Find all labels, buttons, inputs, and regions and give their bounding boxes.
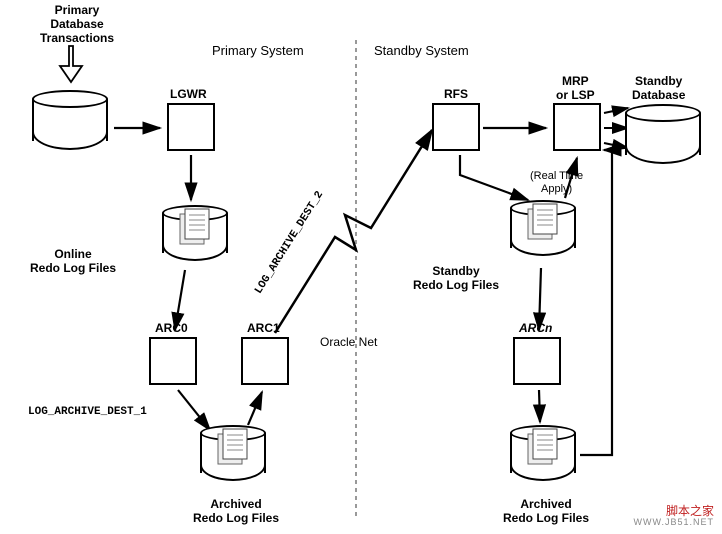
primary-db-cylinder [32,90,108,150]
standby-db-cylinder [625,104,701,164]
lgwr-box [167,103,215,151]
lgwr-label: LGWR [170,88,207,102]
log-archive-dest-1-label: LOG_ARCHIVE_DEST_1 [28,406,147,419]
log-archive-dest-2-label: LOG_ARCHIVE_DEST_2 [253,189,327,296]
rfs-box [432,103,480,151]
mrp-lsp-label: MRP or LSP [556,75,595,103]
watermark-url: WWW.JB51.NET [633,518,714,528]
arc0-box [149,337,197,385]
archived-standby-label: Archived Redo Log Files [503,498,589,526]
online-redo-label: Online Redo Log Files [30,248,116,276]
arcn-label: ARCn [519,322,552,336]
primary-db-transactions-label: Primary Database Transactions [40,4,114,45]
standby-system-label: Standby System [374,44,469,59]
arc1-label: ARC1 [247,322,280,336]
document-icon [524,203,564,245]
document-icon [176,208,216,250]
primary-system-label: Primary System [212,44,304,59]
document-icon [524,428,564,470]
arcn-box [513,337,561,385]
mrp-lsp-box [553,103,601,151]
oracle-net-label: Oracle Net [320,336,377,350]
document-icon [214,428,254,470]
arc0-label: ARC0 [155,322,188,336]
archived-primary-label: Archived Redo Log Files [193,498,279,526]
standby-redo-label: Standby Redo Log Files [413,265,499,293]
arc1-box [241,337,289,385]
rfs-label: RFS [444,88,468,102]
real-time-apply-label: (Real Time Apply) [530,170,583,195]
standby-db-label: Standby Database [632,75,685,103]
watermark: 脚本之家 WWW.JB51.NET [633,505,714,528]
